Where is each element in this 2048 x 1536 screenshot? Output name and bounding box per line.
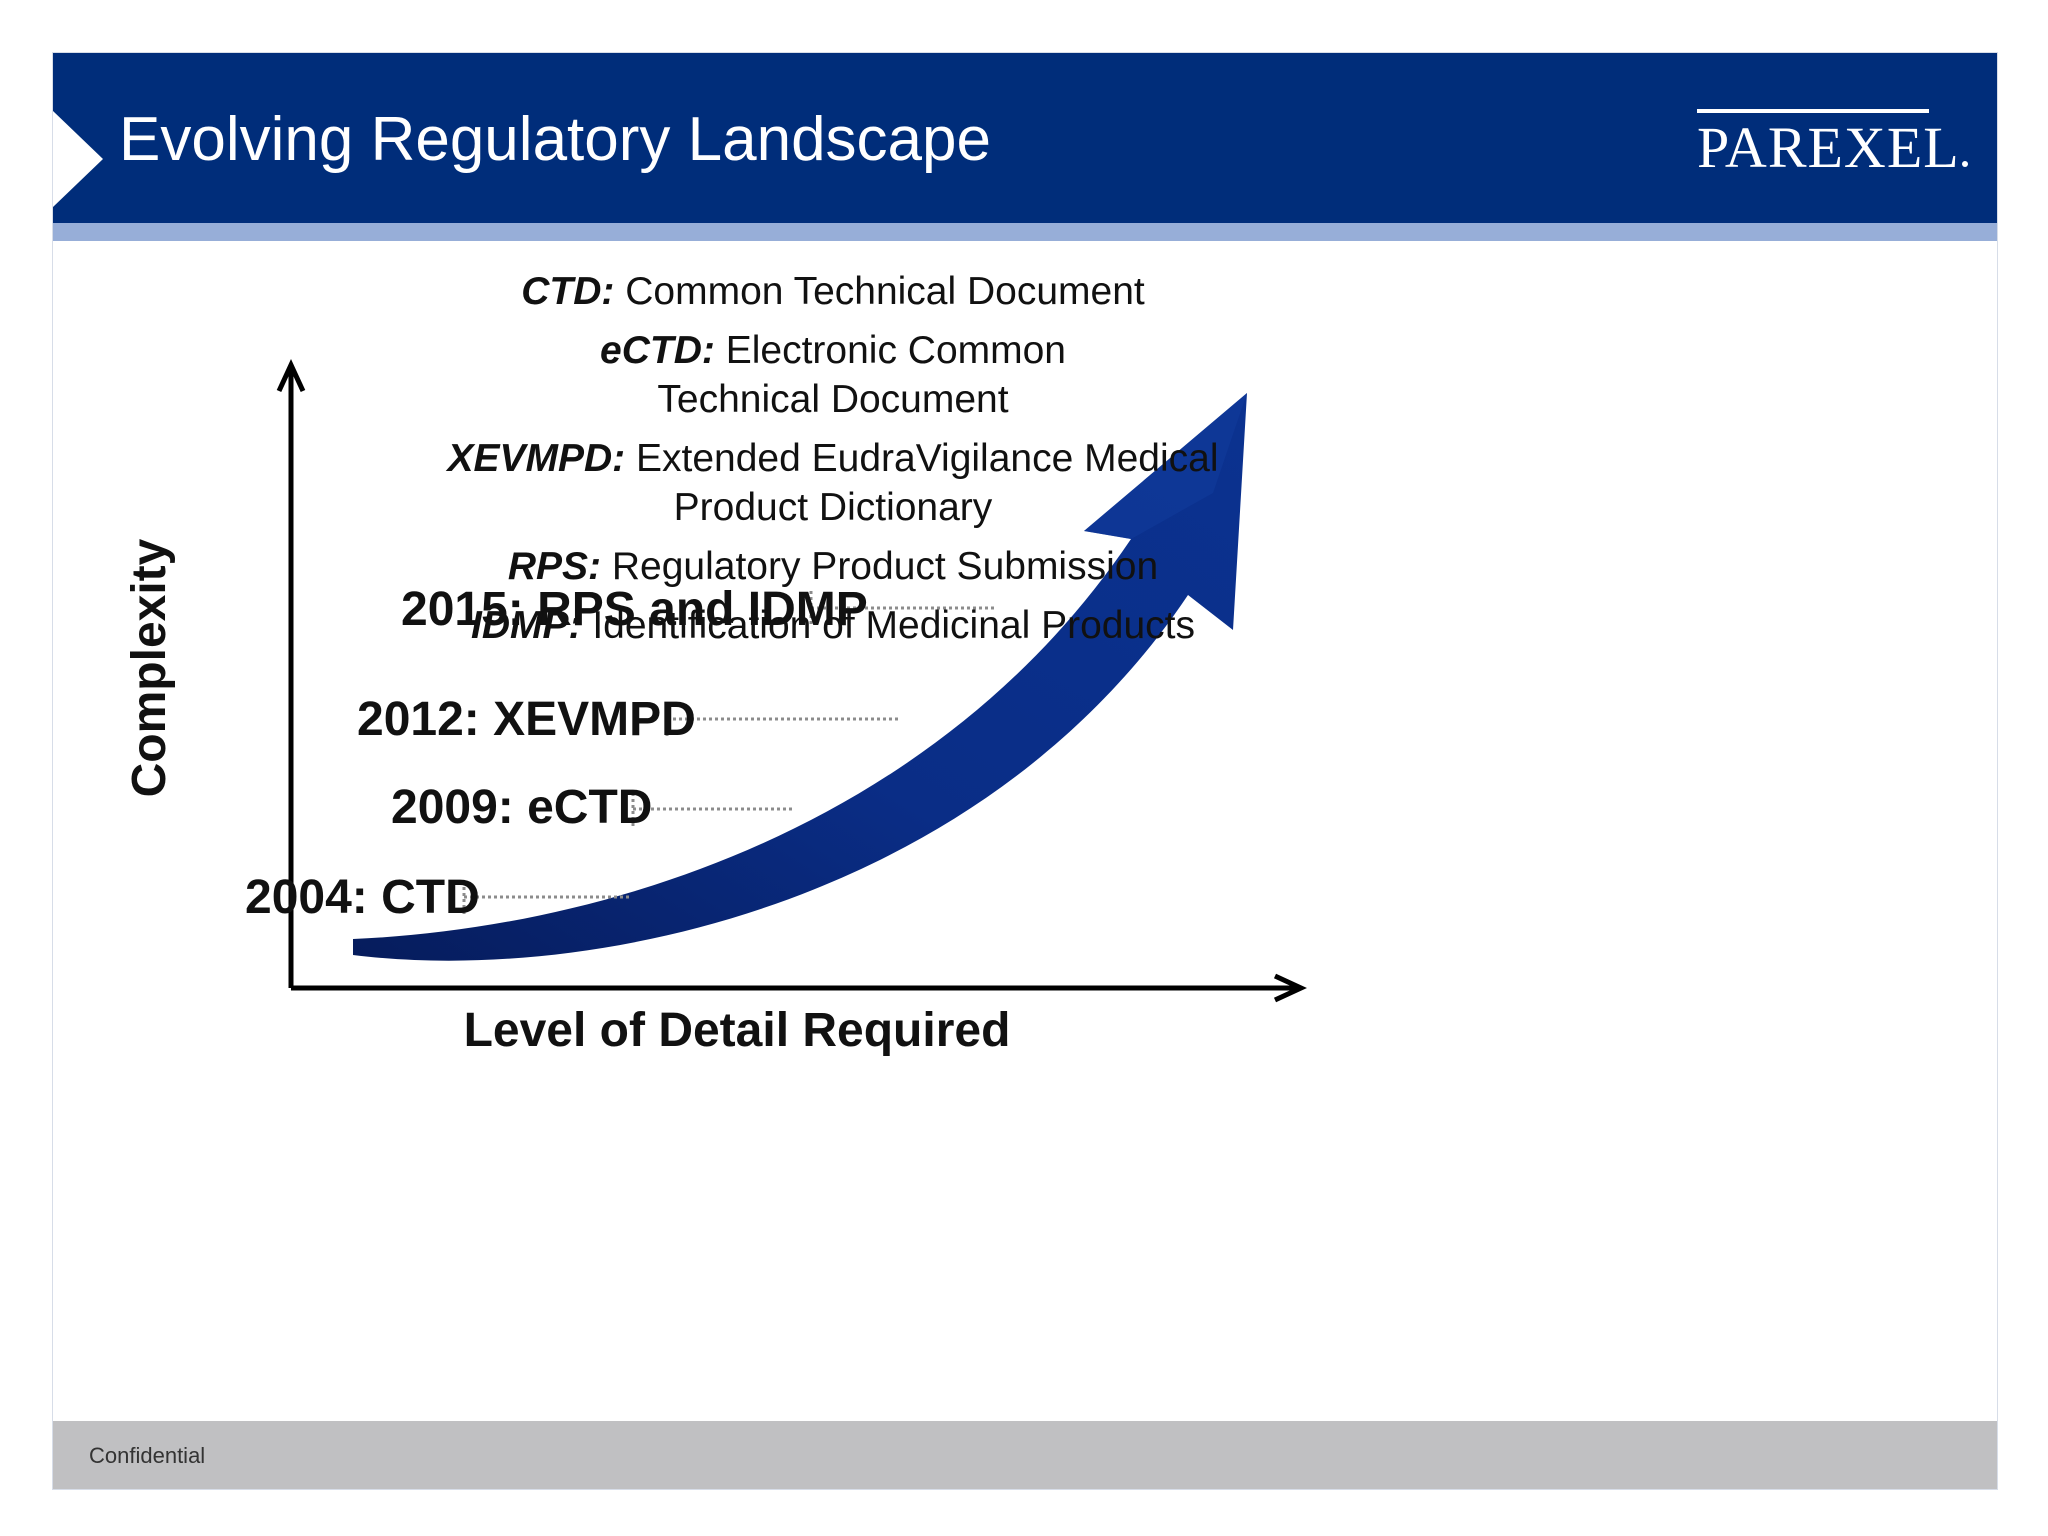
growth-arrow <box>353 393 1247 961</box>
definition-term: eCTD: <box>600 329 715 372</box>
definition-text: Regulatory Product Submission <box>611 545 1159 588</box>
logo-bar <box>1697 109 1929 113</box>
definition-idmp: IDMP: Identification of Medicinal Produc… <box>383 601 1283 650</box>
milestone-2015-label: 2015: RPS and IDMP <box>401 583 868 636</box>
footer-bar: Confidential <box>53 1421 1997 1489</box>
y-axis-label: Complexity <box>123 538 176 797</box>
definition-term: CTD: <box>521 270 615 313</box>
leader-2009 <box>631 793 793 829</box>
leader-2015 <box>809 591 995 627</box>
logo-dot <box>1961 161 1968 167</box>
x-axis-label: Level of Detail Required <box>464 1004 1011 1057</box>
y-axis-arrowhead <box>276 359 306 393</box>
milestone-2009-label: 2009: eCTD <box>391 781 652 834</box>
definition-rps: RPS: Regulatory Product Submission <box>383 542 1283 591</box>
header-bar: Evolving Regulatory Landscape PAREXEL <box>53 53 1997 223</box>
definition-term: IDMP: <box>471 604 582 647</box>
definition-text: Electronic Common Technical Document <box>657 329 1066 421</box>
parexel-logo: PAREXEL <box>1697 109 1968 179</box>
definition-ctd: CTD: Common Technical Document <box>383 267 1283 316</box>
definition-text: Extended EudraVigilance Medical Product … <box>636 437 1219 529</box>
footer-confidential: Confidential <box>89 1443 206 1468</box>
header-stripe <box>53 223 1997 241</box>
definition-text: Identification of Medicinal Products <box>592 604 1195 647</box>
complexity-diagram: 2004: CTD 2009: eCTD 2012: XEVMPD 2015: … <box>123 359 1307 1057</box>
leader-2012 <box>665 703 901 739</box>
logo-text: PAREXEL <box>1697 115 1960 180</box>
milestone-2004-label: 2004: CTD <box>245 871 480 924</box>
header-notch-shape <box>53 111 103 207</box>
slide-title: Evolving Regulatory Landscape <box>119 105 991 174</box>
milestone-2012-label: 2012: XEVMPD <box>357 693 696 746</box>
definition-term: XEVMPD: <box>447 437 626 480</box>
definition-text: Common Technical Document <box>625 270 1145 313</box>
slide: Evolving Regulatory Landscape PAREXEL <box>52 52 1998 1490</box>
definition-xevmpd: XEVMPD: Extended EudraVigilance Medical … <box>383 434 1283 532</box>
definition-ectd: eCTD: Electronic Common Technical Docume… <box>383 326 1283 424</box>
x-axis-arrowhead <box>1273 973 1307 1003</box>
acronym-definitions: CTD: Common Technical Document eCTD: Ele… <box>383 267 1283 660</box>
growth-arrow-highlight <box>1084 393 1247 539</box>
definition-term: RPS: <box>507 545 602 588</box>
